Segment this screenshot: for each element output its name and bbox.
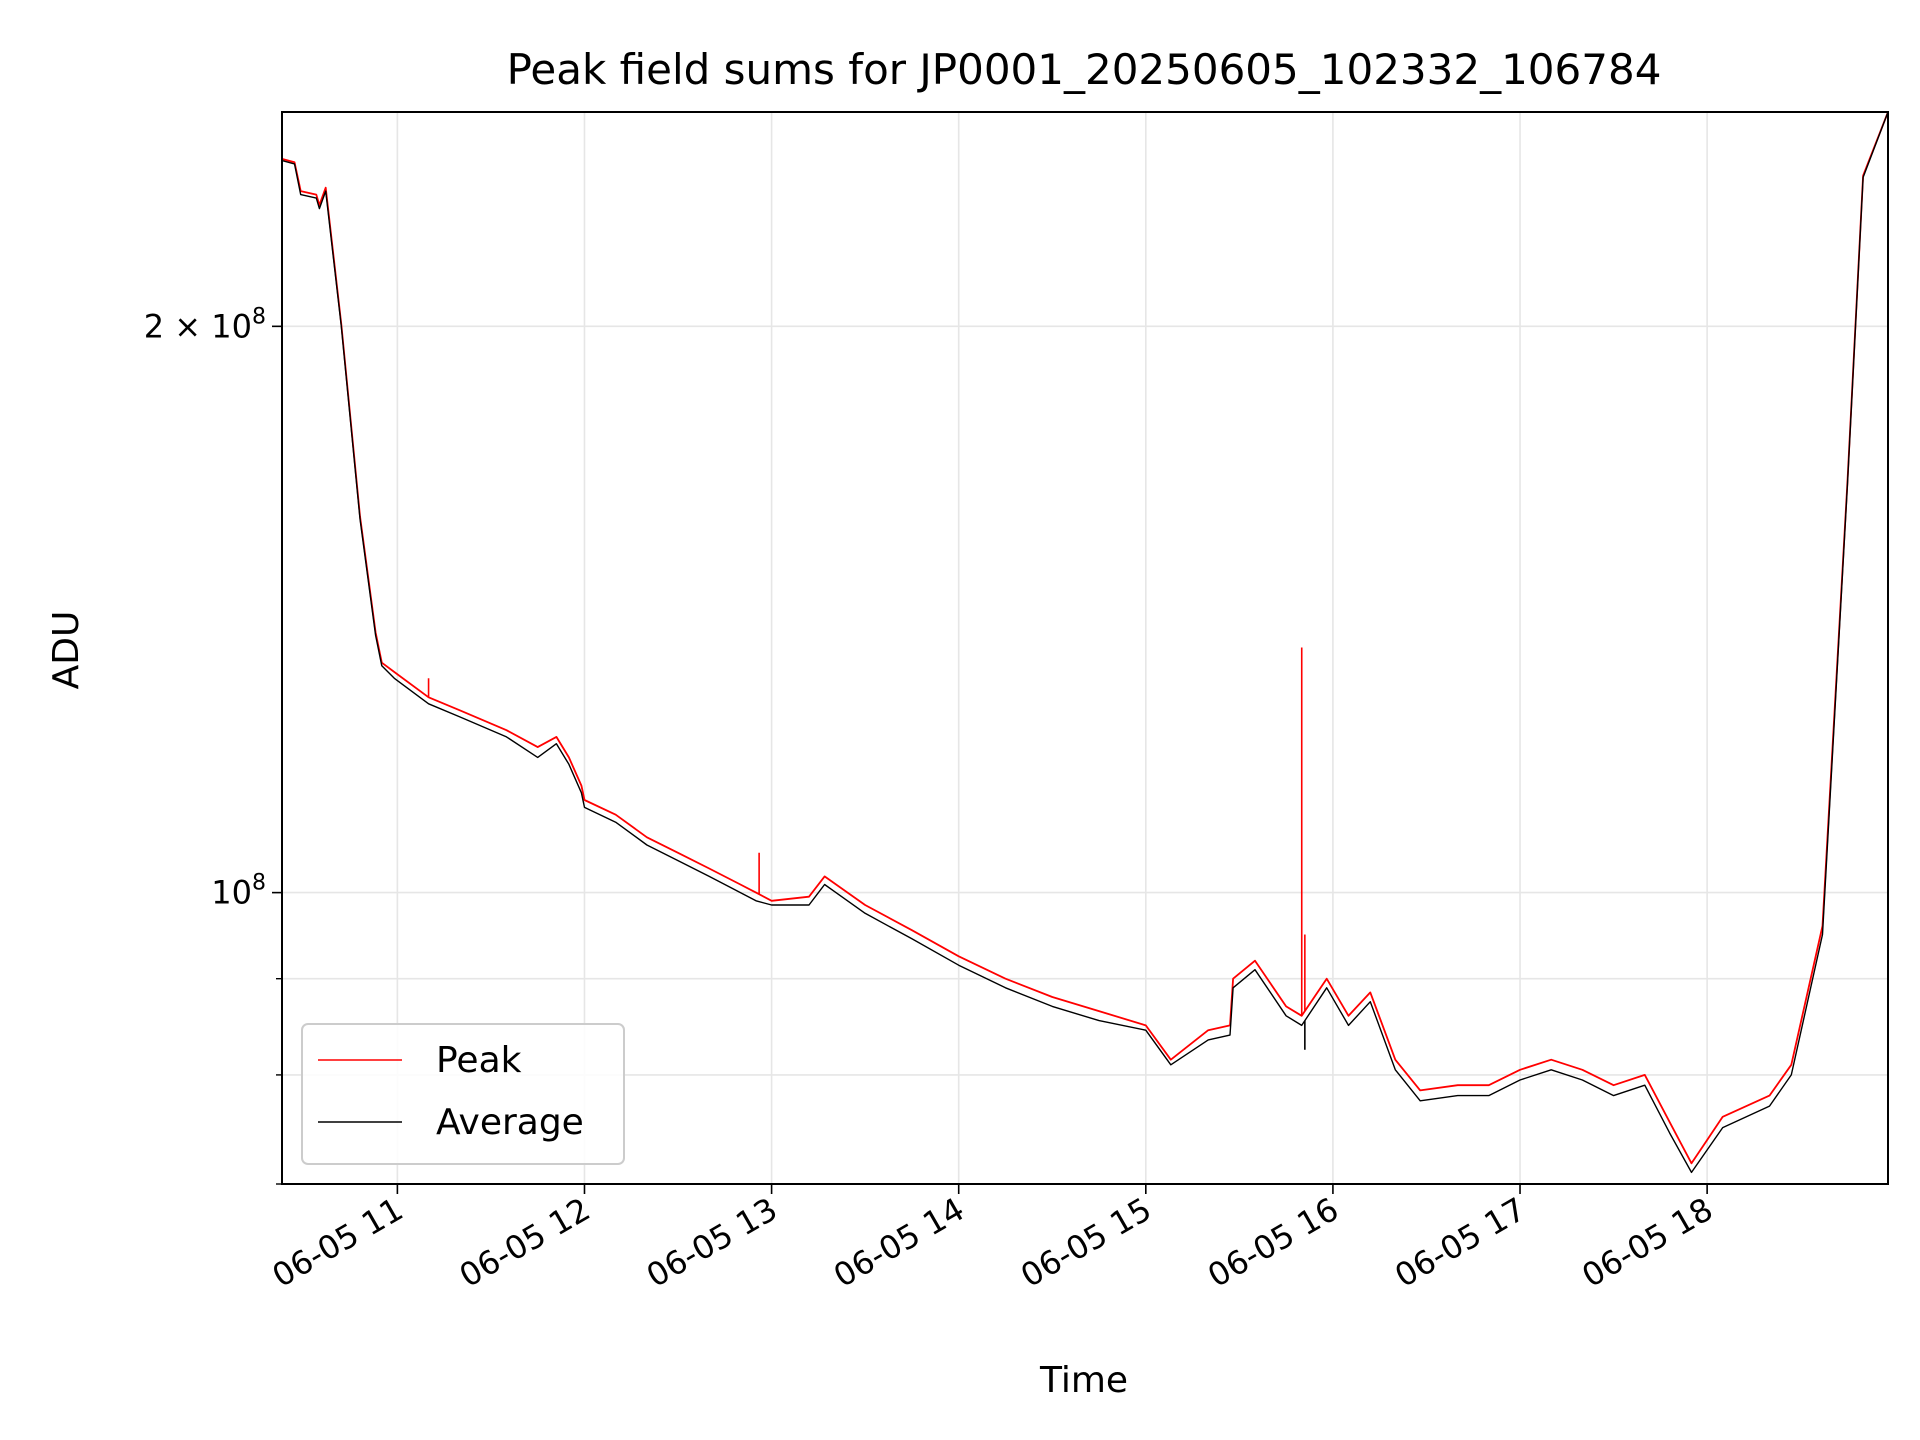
- y-axis: 108 2 × 108: [144, 304, 282, 1185]
- x-axis-label: Time: [1039, 1360, 1128, 1401]
- legend-label-peak: Peak: [436, 1040, 522, 1081]
- plot-area: [282, 112, 1888, 1174]
- legend: Peak Average: [301, 1023, 625, 1165]
- y-tick-label: 2 × 108: [144, 304, 266, 345]
- series-line-peak: [282, 112, 1888, 1165]
- y-tick-label: 108: [211, 871, 266, 912]
- legend-label-average: Average: [436, 1102, 584, 1143]
- legend-box: [301, 1023, 625, 1165]
- axes-frame: [281, 111, 1889, 1185]
- y-axis-label: ADU: [46, 611, 87, 690]
- series-line-average: [282, 112, 1888, 1174]
- series-group: [282, 112, 1888, 1174]
- chart-title: Peak field sums for JP0001_20250605_1023…: [507, 45, 1662, 94]
